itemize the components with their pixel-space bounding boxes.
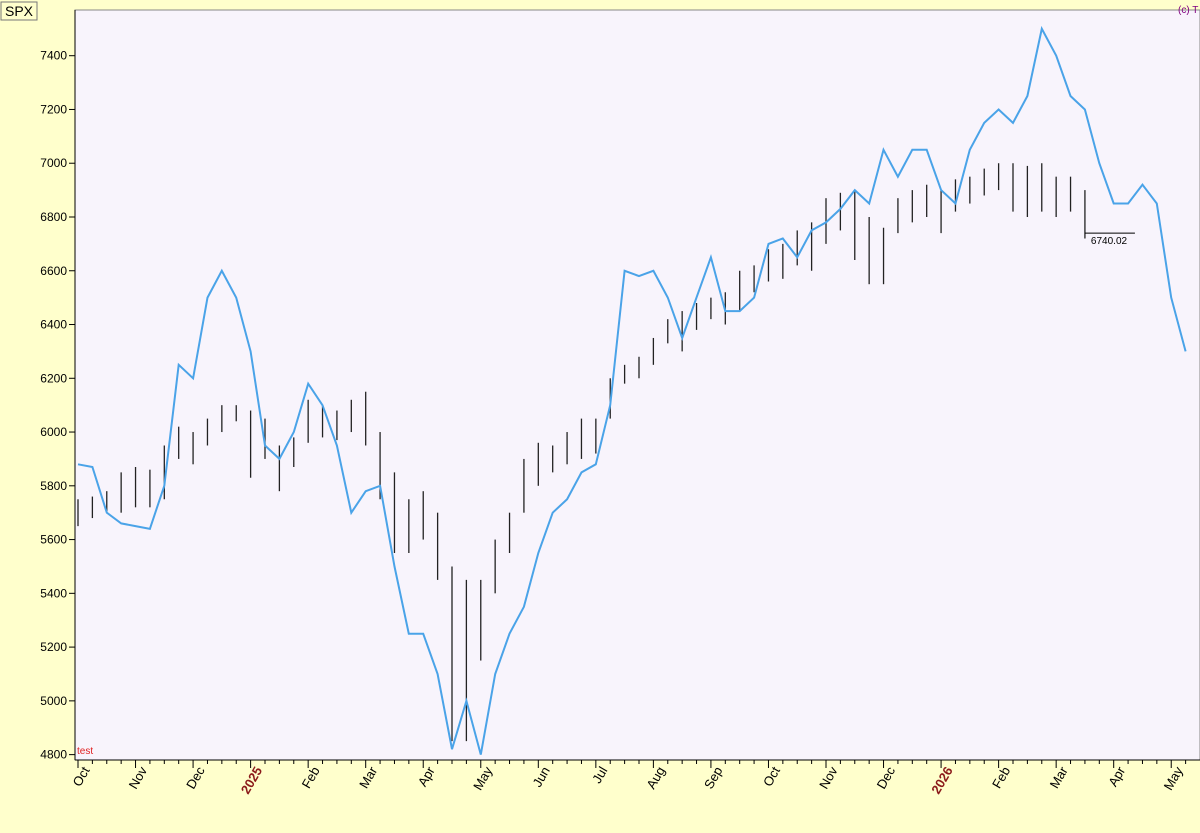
- last-value-label: 6740.02: [1091, 236, 1128, 247]
- x-tick-label: Dec: [874, 764, 899, 792]
- y-tick-label: 5000: [40, 694, 67, 708]
- plot-area: [74, 9, 1200, 761]
- x-tick-label: Nov: [816, 764, 841, 792]
- x-tick-label: 2026: [928, 764, 955, 797]
- x-tick-label: Jul: [589, 764, 610, 786]
- x-tick-label: May: [470, 764, 496, 793]
- x-tick-label: Nov: [126, 764, 151, 792]
- y-tick-label: 6800: [40, 210, 67, 224]
- y-tick-label: 6200: [40, 371, 67, 385]
- x-tick-label: Mar: [1047, 763, 1072, 790]
- y-tick-label: 7000: [40, 156, 67, 170]
- x-tick-label: Feb: [989, 764, 1013, 791]
- y-tick-label: 6000: [40, 425, 67, 439]
- title-box: [0, 1, 38, 21]
- x-tick-label: Sep: [701, 764, 726, 792]
- x-tick-label: Oct: [69, 764, 92, 789]
- y-tick-label: 5600: [40, 533, 67, 547]
- x-tick-label: Oct: [760, 764, 783, 789]
- x-tick-label: Apr: [1105, 763, 1128, 789]
- note: test: [77, 746, 93, 757]
- x-tick-label: Apr: [415, 763, 438, 789]
- x-tick-label: Dec: [183, 764, 208, 792]
- x-tick-label: Jun: [529, 764, 552, 790]
- y-tick-label: 5200: [40, 640, 67, 654]
- x-tick-label: Mar: [356, 763, 381, 790]
- copyright: (c) T: [1178, 5, 1198, 16]
- chart-title: SPX: [5, 3, 34, 19]
- y-tick-label: 7200: [40, 102, 67, 116]
- y-tick-label: 5800: [40, 479, 67, 493]
- x-tick-label: Aug: [643, 764, 668, 792]
- y-tick-label: 5400: [40, 586, 67, 600]
- x-tick-label: May: [1161, 764, 1187, 793]
- x-tick-label: 2025: [238, 764, 265, 797]
- line-series: [77, 25, 1187, 755]
- y-tick-label: 4800: [40, 748, 67, 762]
- y-tick-label: 7400: [40, 49, 67, 63]
- y-tick-label: 6400: [40, 318, 67, 332]
- x-tick-label: Feb: [299, 764, 323, 791]
- y-tick-label: 6600: [40, 264, 67, 278]
